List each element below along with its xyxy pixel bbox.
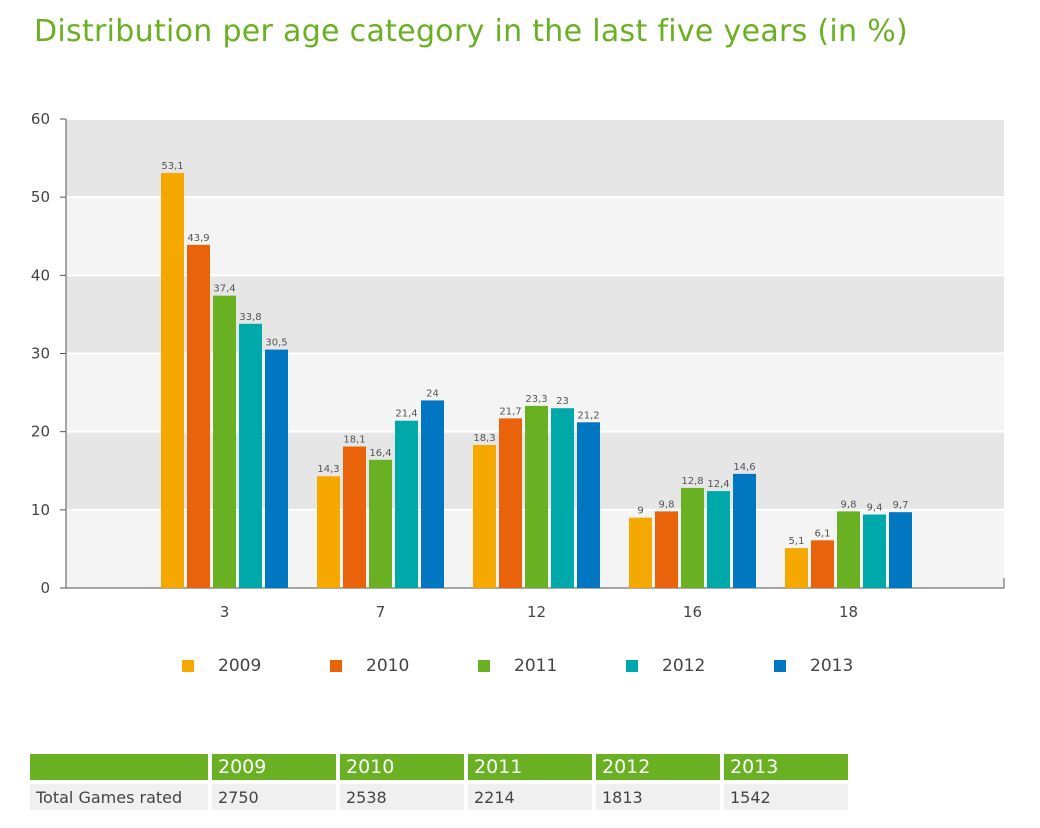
legend-item: 2011 <box>478 656 557 676</box>
data-label: 21,4 <box>395 409 417 420</box>
data-label: 12,8 <box>681 476 703 487</box>
bar <box>577 422 600 588</box>
data-label: 5,1 <box>789 536 805 547</box>
bar <box>343 446 366 588</box>
legend-label: 2010 <box>366 656 410 676</box>
data-label: 9,7 <box>893 500 909 511</box>
data-label: 24 <box>426 388 439 399</box>
data-label: 14,3 <box>317 464 339 475</box>
data-label: 9,8 <box>841 499 857 510</box>
data-label: 18,1 <box>343 435 365 446</box>
bar <box>265 349 288 588</box>
bar <box>369 459 392 588</box>
y-tick-label: 20 <box>31 423 50 441</box>
bar <box>473 444 496 588</box>
bar <box>707 491 730 588</box>
table-header-year: 2010 <box>340 754 464 780</box>
table-header-year: 2012 <box>596 754 720 780</box>
y-tick-label: 60 <box>31 110 50 128</box>
legend-swatch <box>774 660 786 672</box>
grid-band <box>66 119 1004 198</box>
x-tick-label: 12 <box>527 603 546 621</box>
bar <box>395 420 418 588</box>
bar-chart: 0 10 20 30 40 50 60 53,1 43,9 37,4 33,8 30,5 3 14,3 18… <box>31 110 1005 621</box>
bar <box>525 405 548 588</box>
games-rated-table: 2009 2010 2011 2012 2013 Total Games rat… <box>26 750 852 814</box>
data-label: 9 <box>637 506 643 517</box>
data-label: 21,7 <box>499 406 521 417</box>
table-cell: 2750 <box>212 784 336 810</box>
data-label: 23,3 <box>525 394 547 405</box>
page-title: Distribution per age category in the las… <box>34 14 909 49</box>
bar <box>161 172 184 588</box>
data-label: 23 <box>556 396 569 407</box>
x-tick-label: 16 <box>683 603 702 621</box>
data-label: 14,6 <box>733 462 755 473</box>
data-label: 43,9 <box>187 233 209 244</box>
table-header-year: 2011 <box>468 754 592 780</box>
bar <box>551 408 574 588</box>
legend-item: 2009 <box>182 656 261 676</box>
bar <box>629 517 652 588</box>
table-row: Total Games rated 2750 2538 2214 1813 15… <box>30 784 848 810</box>
y-tick-label: 30 <box>31 345 50 363</box>
x-tick-label: 18 <box>839 603 858 621</box>
data-label: 53,1 <box>161 161 183 172</box>
legend-label: 2009 <box>218 656 262 676</box>
legend-item: 2013 <box>774 656 853 676</box>
bar <box>811 540 834 588</box>
y-tick-label: 40 <box>31 266 50 284</box>
x-tick-label: 7 <box>376 603 386 621</box>
table-cell: 1813 <box>596 784 720 810</box>
bar <box>837 511 860 588</box>
table-cell: 2538 <box>340 784 464 810</box>
legend-label: 2012 <box>662 656 706 676</box>
bar <box>889 512 912 588</box>
bar <box>187 244 210 588</box>
grid-band <box>66 197 1004 276</box>
table-cell: 2214 <box>468 784 592 810</box>
data-label: 12,4 <box>707 479 729 490</box>
data-label: 30,5 <box>265 338 287 349</box>
bar <box>499 418 522 588</box>
data-label: 6,1 <box>815 528 831 539</box>
data-label: 16,4 <box>369 448 391 459</box>
data-label: 37,4 <box>213 284 235 295</box>
data-label: 33,8 <box>239 312 261 323</box>
x-tick-label: 3 <box>220 603 230 621</box>
legend-swatch <box>478 660 490 672</box>
bar <box>681 487 704 588</box>
bar <box>733 473 756 588</box>
data-label: 18,3 <box>473 433 495 444</box>
bar <box>421 400 444 588</box>
legend-swatch <box>330 660 342 672</box>
table-header-year: 2009 <box>212 754 336 780</box>
data-label: 21,2 <box>577 410 599 421</box>
table-header-row: 2009 2010 2011 2012 2013 <box>30 754 848 780</box>
bar <box>239 323 262 588</box>
legend-item: 2012 <box>626 656 705 676</box>
table-corner <box>30 754 208 780</box>
bar <box>785 548 808 588</box>
table-cell: 1542 <box>724 784 848 810</box>
legend-swatch <box>182 660 194 672</box>
table-row-label: Total Games rated <box>30 784 208 810</box>
legend-label: 2013 <box>810 656 854 676</box>
legend-swatch <box>626 660 638 672</box>
legend-item: 2010 <box>330 656 409 676</box>
y-tick-label: 10 <box>31 501 50 519</box>
data-label: 9,8 <box>659 499 675 510</box>
bar <box>863 514 886 588</box>
legend-label: 2011 <box>514 656 558 676</box>
data-label: 9,4 <box>867 503 883 514</box>
y-tick-label: 0 <box>40 579 50 597</box>
bar <box>213 295 236 588</box>
bar <box>655 511 678 588</box>
bar <box>317 476 340 588</box>
y-tick-label: 50 <box>31 188 50 206</box>
table-header-year: 2013 <box>724 754 848 780</box>
